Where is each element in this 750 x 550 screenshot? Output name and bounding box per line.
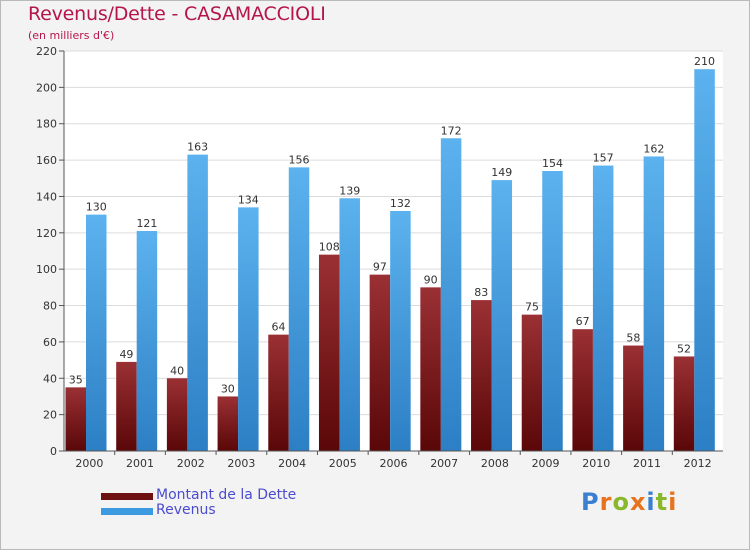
data-label-debt: 90 (424, 273, 438, 286)
data-label-debt: 58 (626, 332, 640, 345)
y-tick-label: 0 (50, 445, 57, 458)
bar-revenus (238, 207, 259, 451)
data-label-revenus: 121 (136, 217, 157, 230)
legend-swatch-revenus (101, 508, 153, 515)
y-tick-label: 180 (36, 118, 57, 131)
logo-letter: t (655, 488, 669, 516)
x-tick-label: 2003 (227, 457, 255, 470)
x-tick-label: 2002 (177, 457, 205, 470)
logo-letter: x (629, 488, 647, 516)
bar-revenus (440, 138, 462, 452)
data-label-revenus: 156 (289, 153, 310, 166)
bar-debt (166, 378, 188, 451)
data-label-debt: 97 (373, 261, 387, 274)
y-tick-label: 220 (36, 45, 57, 58)
bar-revenus (339, 198, 360, 451)
x-tick-label: 2009 (532, 457, 560, 470)
data-label-revenus: 134 (238, 193, 259, 206)
logo-letter: i (668, 488, 678, 516)
logo-letter: P (581, 488, 600, 516)
data-label-revenus: 162 (643, 142, 664, 155)
x-tick-label: 2012 (684, 457, 712, 470)
x-tick-label: 2007 (430, 457, 458, 470)
y-tick-label: 20 (43, 409, 57, 422)
bar-debt (65, 387, 86, 451)
bar-debt (217, 396, 239, 451)
bar-debt (268, 334, 289, 451)
x-tick-label: 2006 (380, 457, 408, 470)
data-label-revenus: 163 (187, 141, 208, 154)
logo-letter: i (646, 488, 656, 516)
data-label-revenus: 210 (694, 55, 715, 68)
chart-title: Revenus/Dette - CASAMACCIOLI (28, 3, 326, 25)
data-label-debt: 52 (677, 342, 691, 355)
bar-revenus (136, 231, 158, 451)
bar-debt (521, 314, 543, 451)
bar-debt (369, 274, 391, 451)
bar-debt (116, 361, 137, 451)
y-tick-label: 160 (36, 154, 57, 167)
y-tick-label: 60 (43, 336, 57, 349)
legend-swatch-debt (101, 493, 153, 500)
data-label-debt: 49 (119, 348, 133, 361)
data-label-debt: 75 (525, 301, 539, 314)
chart-subtitle: (en milliers d'€) (28, 29, 115, 42)
x-tick-label: 2011 (633, 457, 661, 470)
logo-letter: r (599, 488, 613, 516)
proxiti-logo: Proxiti (581, 488, 677, 516)
data-label-revenus: 154 (542, 157, 563, 170)
y-tick-label: 120 (36, 227, 57, 240)
logo-letter: o (612, 488, 630, 516)
bar-debt (623, 345, 644, 451)
x-tick-label: 2004 (278, 457, 306, 470)
y-tick-label: 40 (43, 372, 57, 385)
bar-revenus (390, 211, 411, 451)
bar-debt (471, 300, 492, 451)
bar-debt (572, 329, 593, 451)
data-label-debt: 30 (221, 382, 235, 395)
x-tick-label: 2005 (329, 457, 357, 470)
bar-revenus (592, 165, 614, 451)
y-tick-label: 100 (36, 263, 57, 276)
x-tick-label: 2000 (75, 457, 103, 470)
x-tick-label: 2008 (481, 457, 509, 470)
data-label-debt: 40 (170, 364, 184, 377)
data-label-revenus: 172 (441, 124, 462, 137)
legend-label-debt: Montant de la Dette (156, 487, 297, 503)
y-tick-label: 200 (36, 81, 57, 94)
bar-revenus (542, 171, 563, 451)
bar-debt (420, 287, 441, 451)
data-label-revenus: 139 (339, 184, 360, 197)
bar-debt (318, 254, 340, 451)
bar-revenus (694, 69, 715, 451)
bar-debt (673, 356, 695, 451)
legend-label-revenus: Revenus (156, 502, 216, 518)
data-label-revenus: 130 (86, 201, 107, 214)
bar-revenus (643, 156, 665, 452)
data-label-debt: 67 (576, 315, 590, 328)
y-tick-label: 140 (36, 190, 57, 203)
data-label-debt: 83 (474, 286, 488, 299)
data-label-debt: 108 (319, 241, 340, 254)
y-tick-label: 80 (43, 300, 57, 313)
bar-revenus (288, 167, 310, 451)
x-tick-label: 2010 (582, 457, 610, 470)
x-tick-label: 2001 (126, 457, 154, 470)
bar-revenus (86, 214, 107, 451)
bar-revenus (491, 180, 513, 451)
data-label-debt: 64 (272, 321, 286, 334)
data-label-revenus: 149 (491, 166, 512, 179)
bar-revenus (187, 154, 208, 452)
data-label-revenus: 132 (390, 197, 411, 210)
data-label-debt: 35 (69, 373, 83, 386)
data-label-revenus: 157 (593, 152, 614, 165)
